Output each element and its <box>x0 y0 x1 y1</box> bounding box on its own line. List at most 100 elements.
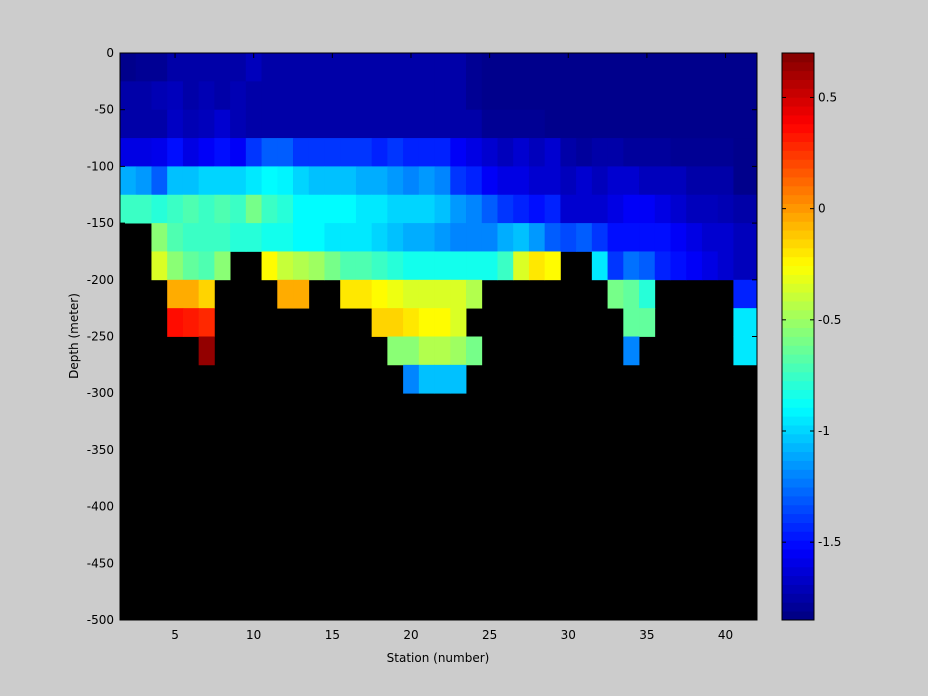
heatmap-cell <box>701 223 719 252</box>
heatmap-cell <box>466 336 483 366</box>
heatmap-cell <box>670 223 687 252</box>
colorbar-band <box>782 540 814 550</box>
colorbar-band <box>782 602 814 612</box>
heatmap-cells <box>120 53 758 620</box>
heatmap-cell <box>371 194 388 224</box>
colorbar-band <box>782 141 814 151</box>
heatmap-cell <box>544 223 561 252</box>
colorbar-band <box>782 230 814 240</box>
x-tick-label: 10 <box>246 628 261 642</box>
heatmap-cell <box>450 194 467 224</box>
heatmap-cell <box>733 279 758 309</box>
heatmap-cell <box>623 279 640 309</box>
heatmap-cell <box>151 194 168 224</box>
heatmap-cell <box>639 194 656 224</box>
heatmap-cell <box>497 194 514 224</box>
heatmap-cell <box>120 138 137 167</box>
heatmap-cell <box>717 109 734 139</box>
heatmap-cell <box>670 251 687 281</box>
heatmap-cell <box>528 138 546 167</box>
heatmap-cell <box>434 81 451 111</box>
heatmap-cell <box>418 138 435 167</box>
heatmap-cell <box>686 251 703 281</box>
heatmap-cell <box>308 138 325 167</box>
y-tick-label: -250 <box>87 330 114 344</box>
heatmap-cell <box>701 194 719 224</box>
heatmap-cell <box>450 138 467 167</box>
heatmap-cell <box>182 138 200 167</box>
heatmap-cell <box>701 166 719 196</box>
heatmap-cell <box>497 166 514 196</box>
x-tick-label: 35 <box>639 628 654 642</box>
colorbar-band <box>782 88 814 98</box>
heatmap-cell <box>733 81 758 111</box>
heatmap-cell <box>387 279 404 309</box>
heatmap-cell <box>497 53 514 82</box>
colorbar-band <box>782 389 814 399</box>
heatmap-cell <box>717 138 734 167</box>
heatmap-cell <box>576 138 593 167</box>
x-tick-label: 5 <box>171 628 179 642</box>
heatmap-cell <box>623 336 640 366</box>
colorbar-band <box>782 354 814 364</box>
heatmap-cell <box>198 279 215 309</box>
heatmap-cell <box>466 138 483 167</box>
colorbar-band <box>782 283 814 293</box>
heatmap-cell <box>277 81 294 111</box>
heatmap-cell <box>277 53 294 82</box>
y-tick-label: -50 <box>94 103 114 117</box>
heatmap-cell <box>151 223 168 252</box>
heatmap-cell <box>308 53 325 82</box>
heatmap-cell <box>308 223 325 252</box>
colorbar: 0.5 0 -0.5 -1 -1.5 <box>781 52 841 621</box>
heatmap-cell <box>607 81 624 111</box>
heatmap-cell <box>623 166 640 196</box>
colorbar-band <box>782 380 814 391</box>
heatmap-cell <box>717 194 734 224</box>
heatmap-cell <box>434 109 451 139</box>
heatmap-cell <box>576 109 593 139</box>
heatmap-cell <box>371 223 388 252</box>
heatmap-cell <box>418 194 435 224</box>
heatmap-cell <box>670 166 687 196</box>
heatmap-cell <box>245 81 262 111</box>
heatmap-cell <box>513 251 530 281</box>
heatmap-cell <box>623 308 640 337</box>
heatmap-cell <box>528 251 546 281</box>
colorbar-band <box>782 451 814 461</box>
heatmap-cell <box>198 109 215 139</box>
heatmap-cell <box>717 223 734 252</box>
x-tick-label: 15 <box>325 628 340 642</box>
colorbar-band <box>782 345 814 355</box>
heatmap-cell <box>308 166 325 196</box>
heatmap-cell <box>481 223 498 252</box>
colorbar-band <box>782 309 814 320</box>
colorbar-tick-label: 0 <box>818 202 826 216</box>
heatmap-cell <box>623 53 640 82</box>
heatmap-cell <box>670 194 687 224</box>
heatmap-cell <box>623 223 640 252</box>
heatmap-cell <box>403 109 420 139</box>
heatmap-cell <box>261 53 278 82</box>
heatmap-cell <box>654 223 671 252</box>
heatmap-cell <box>261 166 278 196</box>
heatmap-cell <box>135 81 152 111</box>
heatmap-cell <box>371 53 388 82</box>
heatmap-cell <box>544 53 561 82</box>
heatmap-cell <box>544 81 561 111</box>
heatmap-cell <box>293 109 310 139</box>
colorbar-band <box>782 274 814 284</box>
heatmap-cell <box>544 109 561 139</box>
heatmap-cell <box>293 166 310 196</box>
colorbar-band <box>782 575 814 585</box>
heatmap-cell <box>387 251 404 281</box>
heatmap-cell <box>355 251 373 281</box>
heatmap-cell <box>717 81 734 111</box>
heatmap-cell <box>340 138 357 167</box>
heatmap-cell <box>403 194 420 224</box>
heatmap-cell <box>324 81 341 111</box>
colorbar-band <box>782 487 814 497</box>
heatmap-cell <box>198 194 215 224</box>
heatmap-cell <box>591 251 608 281</box>
heatmap-cell <box>293 194 310 224</box>
